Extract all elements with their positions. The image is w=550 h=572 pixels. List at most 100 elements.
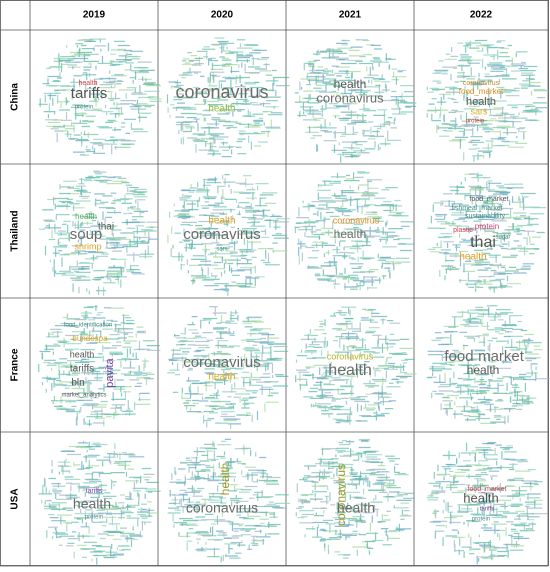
cloud-background [294,172,415,284]
cloud-background [431,445,543,558]
cloud-word: market_analytics [61,393,106,399]
cloud-word: sustainability [465,213,506,220]
cloud-background [172,440,290,551]
cloud-word: health [208,372,235,383]
cloud-word: protein [466,119,484,125]
cloud-word: coronavirus [327,351,374,361]
cloud-word: food_market [468,486,507,493]
cloud-word: pavita [104,357,116,387]
cloud-word: fishmeal_market [451,205,502,212]
cloud-background [172,174,289,288]
cloud-word: health [328,362,372,379]
cloud-background [172,181,282,296]
column-header: 2019 [83,10,106,21]
cloud-word: sars [216,247,227,253]
cloud-background [294,176,414,286]
cloud-background [43,38,162,156]
cloud-word: protein [475,222,499,231]
cloud-background [39,178,153,296]
cloud-background [173,39,275,155]
cloud-word: health [337,500,375,516]
cloud-background [427,307,538,420]
cloud-word: coronavirus [316,90,384,105]
cloud-background [175,46,280,151]
cloud-word: bln [71,378,84,389]
row-header: France [10,348,21,381]
cloud-background [427,40,541,161]
cloud-background [434,182,534,282]
cloud-word: health [334,227,367,241]
cloud-background [43,450,155,556]
cloud-word: protein [472,517,490,523]
cloud-word: protein [85,515,103,521]
cloud-word: health [467,363,500,377]
cloud-word: health [463,490,498,505]
cloud-word: health [334,77,367,91]
cloud-word: tariffs [480,507,495,513]
cloud-background [296,176,402,290]
cloud-word: coronavirus [183,226,261,243]
cloud-background [296,439,412,559]
row-header: USA [10,488,21,509]
cloud-background [179,451,281,563]
cloud-word: coronavirus [463,80,500,87]
cloud-background [171,447,288,562]
cloud-background [300,308,407,415]
cloud-background [45,39,152,155]
cloud-background [426,46,546,147]
cloud-word: health [208,216,235,227]
cloud-word: bundespa [72,334,108,343]
cloud-word: shrimp [74,241,101,251]
cloud-word: coronavirus [186,500,258,516]
cloud-background [47,44,155,154]
cloud-background [169,438,284,557]
cloud-word: coronavirus [333,215,380,225]
cloud-word: market [478,348,525,365]
column-header: 2020 [211,10,234,21]
cloud-word: thai [470,234,496,251]
cloud-background [39,40,156,153]
cloud-background [169,312,272,429]
cloud-background [50,319,161,426]
cloud-background [44,177,154,281]
cloud-background [166,42,290,156]
row-header: Thailand [10,210,21,251]
row-header: China [10,83,21,111]
cloud-background [428,44,550,158]
cloud-background [39,305,154,425]
cloud-word: tariffs [71,85,107,102]
cloud-background [169,315,289,425]
cloud-word: sars [470,106,488,116]
column-header: 2022 [470,10,493,21]
cloud-background [431,45,543,161]
cloud-word: health [70,349,95,359]
cloud-word: health [466,96,496,108]
cloud-background [303,306,408,425]
cloud-background [42,177,141,292]
cloud-background [305,312,413,424]
cloud-word: coronavirus [334,464,348,526]
cloud-word: coronavirus [183,354,261,371]
cloud-background [440,173,536,291]
cloud-word: plastic [453,227,473,234]
cloud-word: food [444,348,473,365]
cloud-background [299,39,401,154]
cloud-background [432,449,548,556]
cloud-background [43,453,159,559]
cloud-word: soup [70,226,103,243]
cloud-word: health [208,104,235,115]
cloud-word: sugar [495,235,510,241]
cloud-word: food_market [459,87,504,96]
cloud-word: coronavirus [175,82,268,102]
cloud-background [294,49,414,157]
cloud-background [432,305,542,423]
cloud-word: health [73,496,111,512]
cloud-word: thai [98,222,114,233]
column-header: 2021 [339,10,362,21]
cloud-word: health [75,212,97,221]
cloud-background [300,171,411,290]
cloud-word: health [78,80,97,87]
cloud-background [429,442,541,565]
